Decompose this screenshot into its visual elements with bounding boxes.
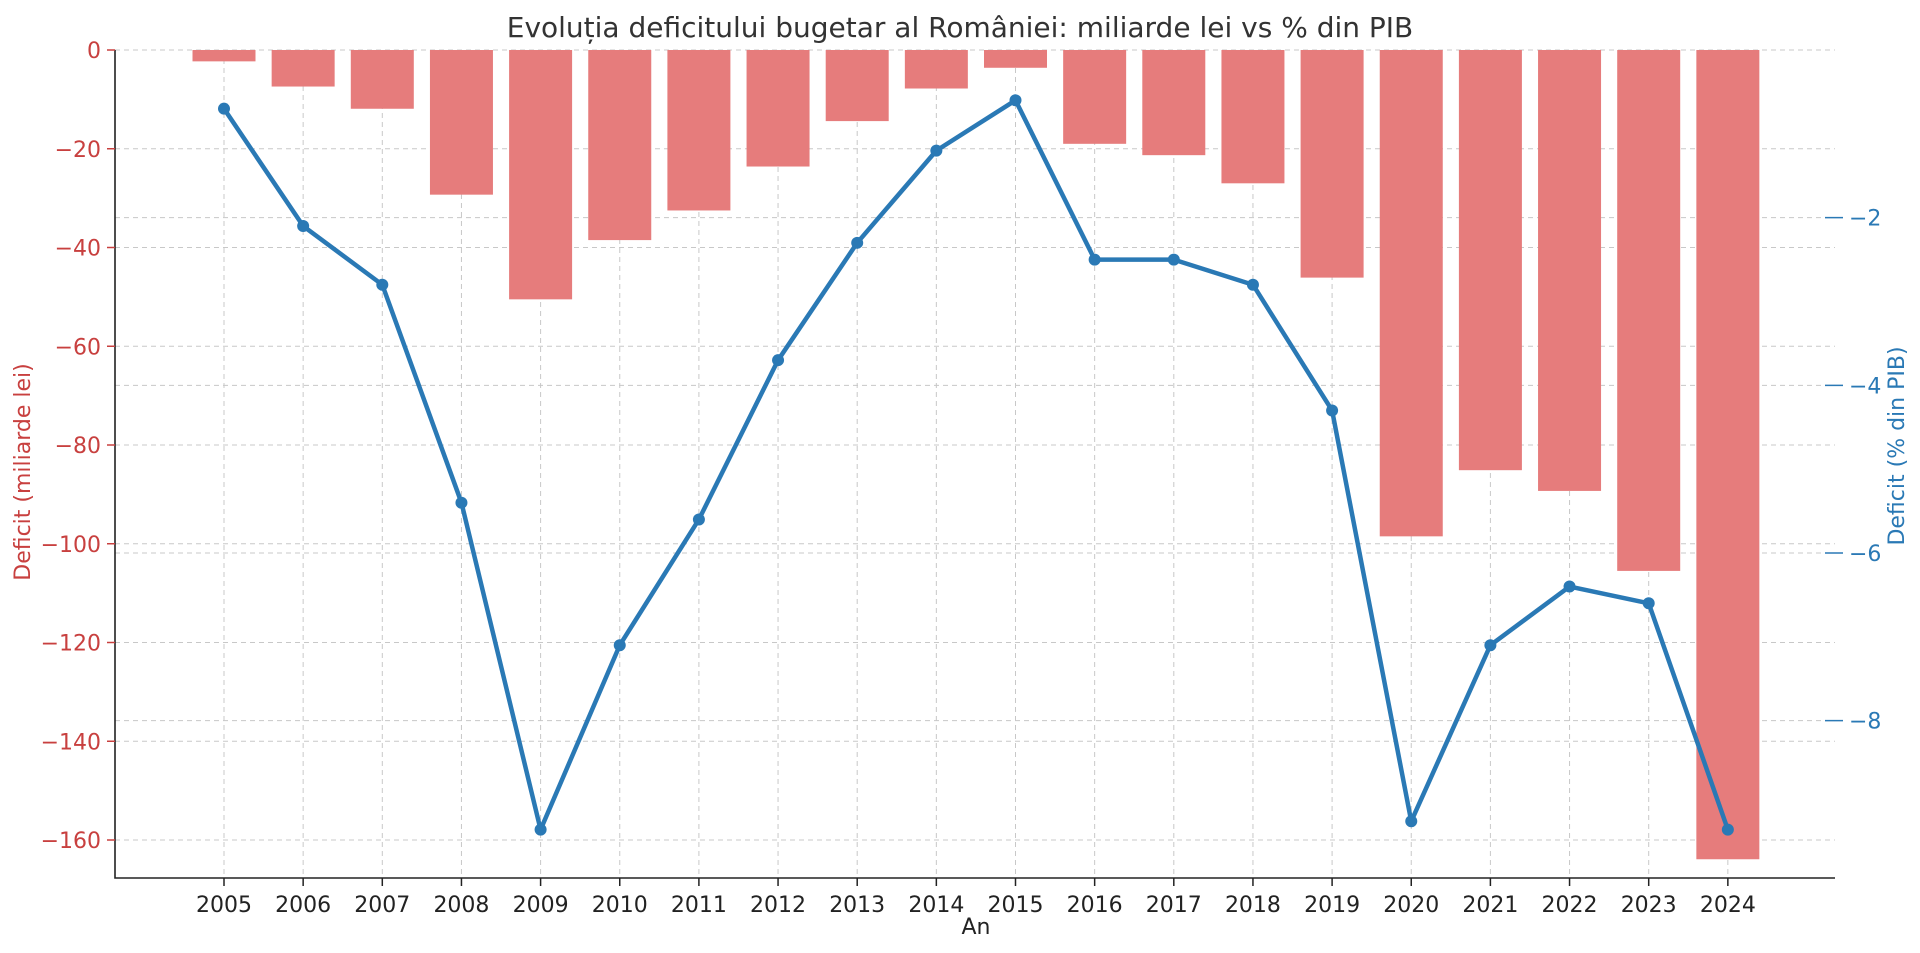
left-y-axis-label: Deficit (miliarde lei) — [11, 363, 36, 581]
line-path — [222, 98, 1730, 832]
left-tick-label: −140 — [41, 730, 101, 755]
line-point-2012 — [772, 354, 785, 367]
x-tick-label-2018: 2018 — [1225, 893, 1281, 918]
x-tick-label-2019: 2019 — [1304, 893, 1360, 918]
right-tick-label: −2 — [1849, 207, 1881, 232]
line-point-2015 — [1009, 94, 1022, 107]
line-point-2013 — [851, 236, 864, 249]
x-tick-label-2011: 2011 — [671, 893, 727, 918]
bar-2015 — [984, 50, 1047, 68]
line-point-2011 — [692, 513, 705, 526]
line-point-2017 — [1167, 253, 1180, 266]
line-point-2005 — [218, 102, 230, 115]
x-tick-label-2016: 2016 — [1067, 893, 1123, 918]
x-tick-label-2023: 2023 — [1621, 893, 1677, 918]
line-point-2021 — [1484, 639, 1497, 652]
x-tick-label-2020: 2020 — [1383, 893, 1439, 918]
bar-2014 — [904, 50, 968, 89]
bar-2021 — [1458, 50, 1522, 471]
x-tick-label-2007: 2007 — [354, 893, 410, 918]
bar-2013 — [825, 50, 889, 122]
right-tick-label: −4 — [1849, 374, 1881, 399]
bar-2010 — [588, 50, 652, 241]
line-point-2022 — [1563, 580, 1576, 593]
line-point-2024 — [1721, 823, 1734, 836]
left-tick-label: −100 — [41, 533, 101, 558]
left-tick-label: −60 — [55, 335, 101, 360]
axis-spines — [114, 50, 1835, 879]
bar-2018 — [1221, 50, 1285, 184]
left-tick-label: −160 — [41, 829, 101, 854]
x-tick-label-2005: 2005 — [196, 893, 252, 918]
bar-2007 — [350, 50, 414, 109]
bar-2024 — [1696, 50, 1760, 860]
line-point-2006 — [297, 220, 310, 233]
x-tick-label-2017: 2017 — [1146, 893, 1202, 918]
x-axis-label: An — [962, 915, 991, 940]
bar-2005 — [192, 50, 256, 62]
labels: Evoluția deficitului bugetar al României… — [11, 11, 1910, 940]
line-point-2020 — [1405, 815, 1418, 828]
bar-2017 — [1142, 50, 1206, 156]
line-point-2023 — [1642, 597, 1655, 610]
chart-title: Evoluția deficitului bugetar al României… — [507, 11, 1414, 44]
left-tick-label: −120 — [41, 632, 101, 657]
line-point-2010 — [613, 639, 626, 652]
right-tick-label: −6 — [1849, 542, 1881, 567]
x-tick-label-2010: 2010 — [592, 893, 648, 918]
left-tick-label: 0 — [87, 39, 101, 64]
bar-2019 — [1300, 50, 1364, 278]
bar-2008 — [429, 50, 493, 195]
bar-2020 — [1379, 50, 1443, 537]
x-tick-label-2009: 2009 — [513, 893, 569, 918]
x-tick-label-2024: 2024 — [1700, 893, 1756, 918]
left-tick-label: −40 — [55, 237, 101, 262]
axes: 0 −20 −40 −60 −80 −100 −120 −140 −160 −2 −4 −6 −8 200… — [41, 39, 1882, 918]
line-point-2007 — [376, 278, 389, 291]
bar-2006 — [271, 50, 335, 87]
bar-2012 — [746, 50, 810, 167]
bar-2023 — [1617, 50, 1681, 571]
bar-2009 — [509, 50, 573, 300]
x-tick-label-2006: 2006 — [275, 893, 331, 918]
right-y-axis-label: Deficit (% din PIB) — [1885, 346, 1910, 545]
line-point-2014 — [930, 144, 943, 157]
bar-series — [192, 50, 1760, 860]
bar-2022 — [1538, 50, 1602, 491]
line-point-2019 — [1326, 404, 1339, 417]
left-tick-label: −80 — [55, 434, 101, 459]
bar-2011 — [667, 50, 731, 211]
x-tick-label-2015: 2015 — [988, 893, 1044, 918]
x-tick-label-2012: 2012 — [750, 893, 806, 918]
x-tick-label-2008: 2008 — [433, 893, 489, 918]
line-point-2018 — [1246, 278, 1259, 291]
line-point-2009 — [534, 823, 547, 836]
left-tick-label: −20 — [55, 138, 101, 163]
x-tick-label-2021: 2021 — [1462, 893, 1518, 918]
x-tick-label-2014: 2014 — [908, 893, 964, 918]
right-tick-label: −8 — [1849, 710, 1881, 735]
line-series — [218, 94, 1734, 836]
bar-2016 — [1063, 50, 1127, 144]
x-tick-label-2013: 2013 — [829, 893, 885, 918]
line-point-2008 — [455, 496, 468, 509]
x-tick-label-2022: 2022 — [1542, 893, 1598, 918]
line-point-2016 — [1088, 253, 1101, 266]
